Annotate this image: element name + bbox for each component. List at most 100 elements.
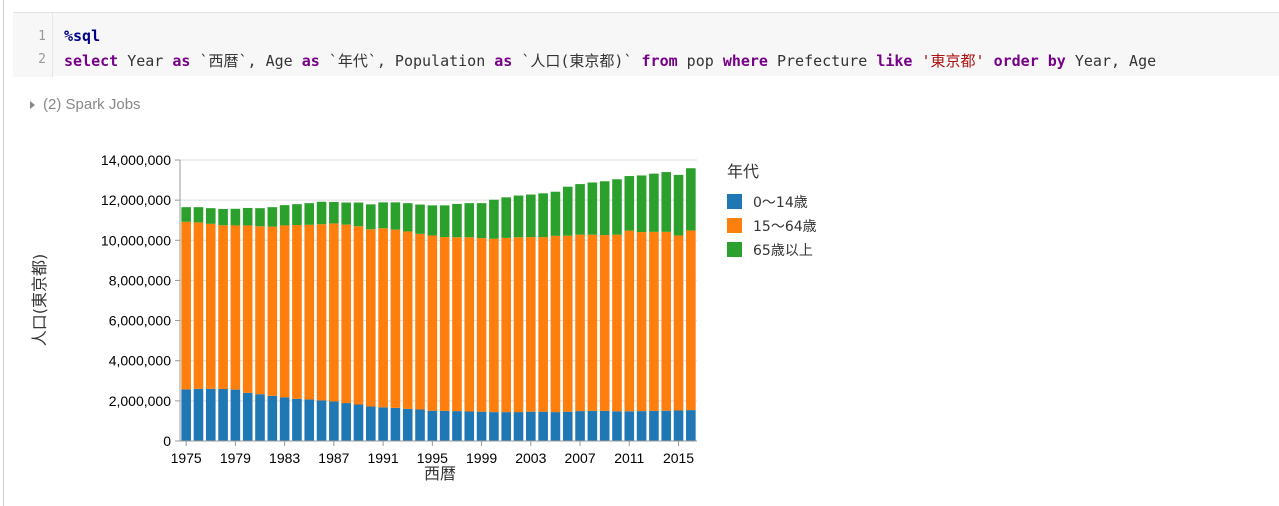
bar-segment[interactable] xyxy=(353,404,364,441)
bar-segment[interactable] xyxy=(686,410,696,441)
bar-segment[interactable] xyxy=(390,407,401,441)
bar-segment[interactable] xyxy=(612,411,622,441)
bar-segment[interactable] xyxy=(562,186,573,236)
bar-segment[interactable] xyxy=(636,175,647,233)
bar-segment[interactable] xyxy=(415,233,425,410)
bar-segment[interactable] xyxy=(415,204,425,234)
bar-segment[interactable] xyxy=(501,237,512,413)
bar-segment[interactable] xyxy=(181,207,191,222)
bar-segment[interactable] xyxy=(599,235,610,411)
bar-segment[interactable] xyxy=(562,411,573,441)
bar-segment[interactable] xyxy=(673,235,684,411)
bar-segment[interactable] xyxy=(365,229,376,407)
bar-segment[interactable] xyxy=(255,394,265,441)
bar-segment[interactable] xyxy=(341,202,351,225)
bar-segment[interactable] xyxy=(686,230,696,411)
bar-segment[interactable] xyxy=(439,237,450,411)
bar-segment[interactable] xyxy=(205,388,216,441)
bar-segment[interactable] xyxy=(378,407,388,441)
bar-segment[interactable] xyxy=(242,225,253,393)
bar-segment[interactable] xyxy=(267,395,278,441)
bar-segment[interactable] xyxy=(292,204,302,226)
bar-segment[interactable] xyxy=(402,408,413,441)
bar-segment[interactable] xyxy=(439,410,450,441)
bar-segment[interactable] xyxy=(649,173,659,232)
bar-segment[interactable] xyxy=(452,237,462,412)
bar-segment[interactable] xyxy=(624,230,635,412)
bar-segment[interactable] xyxy=(649,231,659,411)
bar-segment[interactable] xyxy=(304,203,315,225)
bar-segment[interactable] xyxy=(575,184,585,235)
bar-segment[interactable] xyxy=(452,203,462,238)
bar-segment[interactable] xyxy=(292,398,302,441)
bar-segment[interactable] xyxy=(538,237,548,412)
bar-segment[interactable] xyxy=(624,411,635,441)
bar-segment[interactable] xyxy=(464,237,475,412)
bar-segment[interactable] xyxy=(550,235,561,413)
bar-segment[interactable] xyxy=(673,174,684,236)
bar-segment[interactable] xyxy=(427,205,438,236)
bar-segment[interactable] xyxy=(575,234,585,412)
bar-segment[interactable] xyxy=(464,203,475,238)
bar-segment[interactable] xyxy=(353,202,364,227)
bar-segment[interactable] xyxy=(624,176,635,231)
bar-segment[interactable] xyxy=(390,202,401,230)
bar-segment[interactable] xyxy=(612,179,622,235)
bar-segment[interactable] xyxy=(365,406,376,441)
bar-segment[interactable] xyxy=(476,411,487,441)
bar-segment[interactable] xyxy=(329,223,339,402)
bar-segment[interactable] xyxy=(562,235,573,412)
bar-segment[interactable] xyxy=(255,208,265,227)
bar-segment[interactable] xyxy=(193,388,204,441)
bar-segment[interactable] xyxy=(501,197,512,238)
bar-segment[interactable] xyxy=(538,411,548,441)
bar-segment[interactable] xyxy=(513,412,524,441)
bar-segment[interactable] xyxy=(267,207,278,227)
bar-segment[interactable] xyxy=(476,203,487,239)
bar-segment[interactable] xyxy=(353,226,364,405)
bar-segment[interactable] xyxy=(587,182,598,235)
bar-segment[interactable] xyxy=(587,234,598,411)
bar-segment[interactable] xyxy=(279,225,290,398)
bar-segment[interactable] xyxy=(341,403,351,441)
code-line-2[interactable]: select Year as `西暦`, Age as `年代`, Popula… xyxy=(64,50,1156,71)
bar-segment[interactable] xyxy=(193,222,204,389)
bar-segment[interactable] xyxy=(316,201,327,225)
bar-segment[interactable] xyxy=(649,410,659,441)
bar-segment[interactable] xyxy=(390,229,401,408)
bar-segment[interactable] xyxy=(218,208,228,226)
bar-segment[interactable] xyxy=(513,237,524,413)
bar-segment[interactable] xyxy=(452,411,462,441)
bar-segment[interactable] xyxy=(476,238,487,412)
bar-segment[interactable] xyxy=(402,203,413,232)
bar-segment[interactable] xyxy=(587,410,598,441)
bar-segment[interactable] xyxy=(242,392,253,441)
bar-segment[interactable] xyxy=(304,399,315,441)
bar-segment[interactable] xyxy=(513,195,524,238)
bar-segment[interactable] xyxy=(230,389,241,441)
bar-segment[interactable] xyxy=(329,401,339,441)
bar-segment[interactable] xyxy=(427,235,438,411)
bar-segment[interactable] xyxy=(341,224,351,404)
bar-segment[interactable] xyxy=(218,389,228,441)
bar-segment[interactable] xyxy=(575,411,585,441)
bar-segment[interactable] xyxy=(378,228,388,408)
bar-segment[interactable] xyxy=(661,172,672,232)
bar-segment[interactable] xyxy=(636,411,647,441)
bar-segment[interactable] xyxy=(415,409,425,441)
bar-segment[interactable] xyxy=(181,221,191,390)
bar-segment[interactable] xyxy=(612,234,622,412)
bar-segment[interactable] xyxy=(267,226,278,396)
bar-segment[interactable] xyxy=(599,181,610,236)
bar-segment[interactable] xyxy=(279,205,290,226)
code-line-1[interactable]: %sql xyxy=(64,27,100,45)
bar-segment[interactable] xyxy=(329,201,339,224)
bar-segment[interactable] xyxy=(464,411,475,441)
bar-segment[interactable] xyxy=(230,225,241,390)
bar-segment[interactable] xyxy=(538,193,548,238)
bar-segment[interactable] xyxy=(205,208,216,224)
bar-segment[interactable] xyxy=(599,410,610,441)
bar-segment[interactable] xyxy=(316,400,327,441)
bar-segment[interactable] xyxy=(661,231,672,411)
bar-segment[interactable] xyxy=(439,205,450,238)
